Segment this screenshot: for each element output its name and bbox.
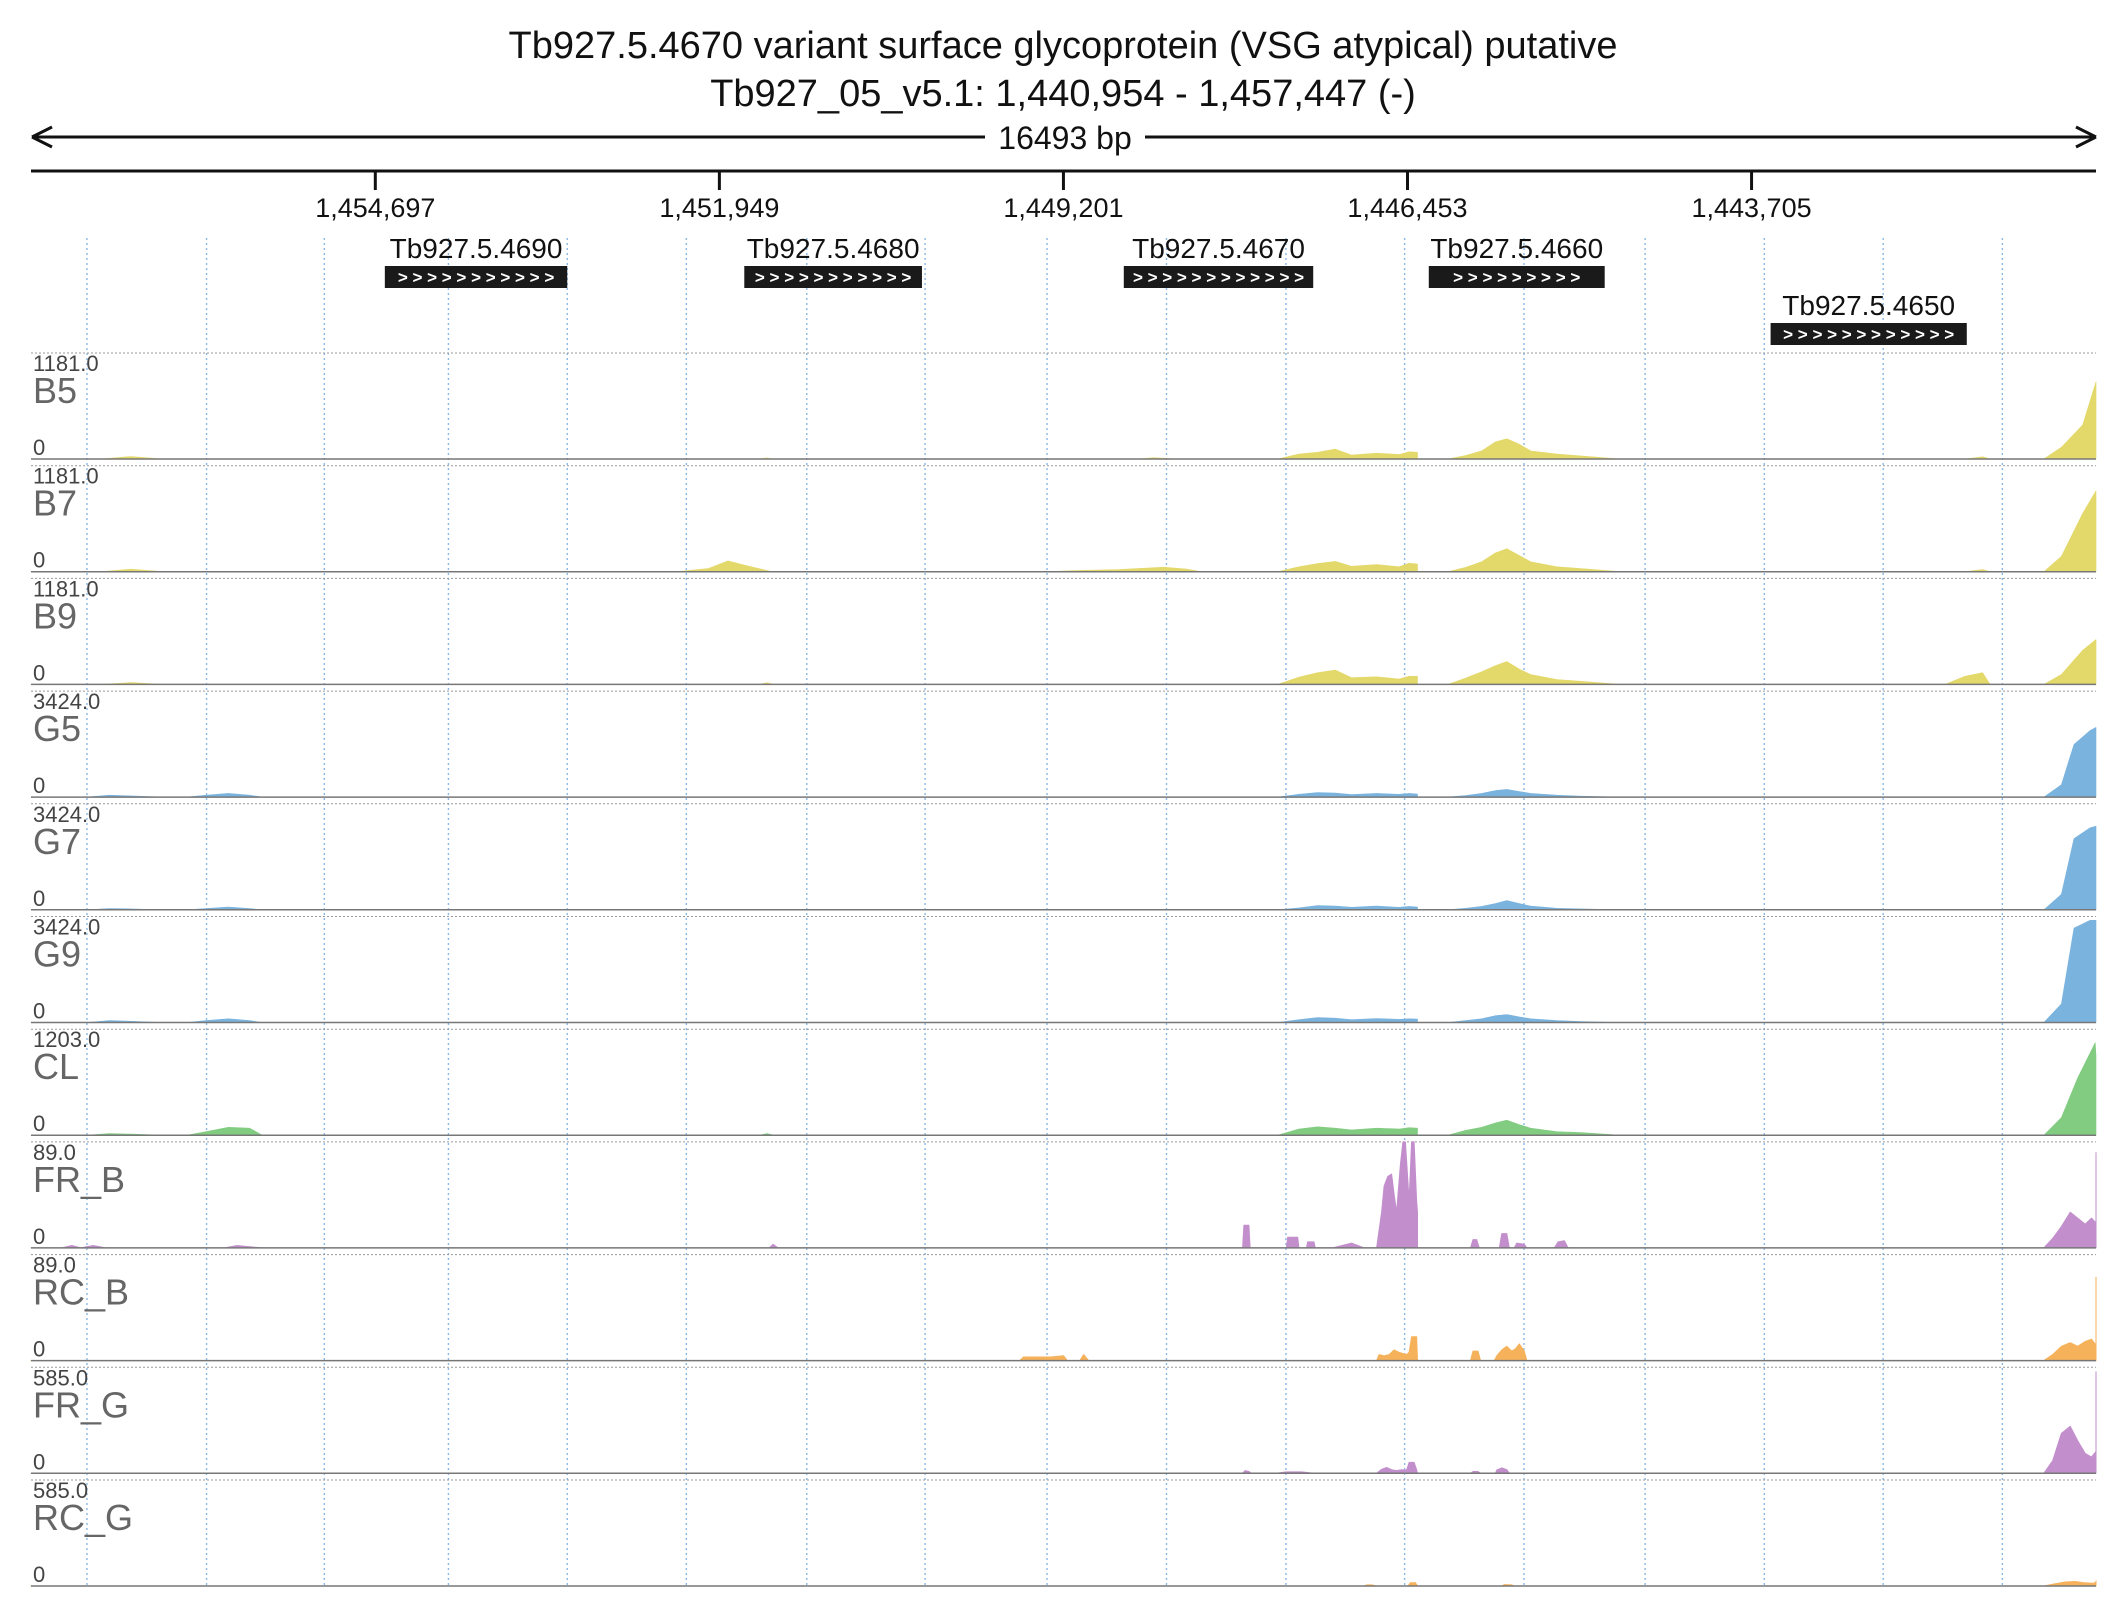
gene-body: [1428, 266, 1605, 288]
track-min-label: 0: [33, 548, 45, 573]
gene-label: Tb927.5.4680: [747, 233, 920, 264]
track-name-label: RC_B: [33, 1272, 129, 1313]
track-min-label: 0: [33, 1449, 45, 1474]
chart-title: Tb927.5.4670 variant surface glycoprotei…: [509, 25, 1618, 67]
track-max-label: 1181.0: [33, 576, 99, 601]
gene-strand-arrows: > > > > > > > > > > > >: [1133, 268, 1304, 287]
track-name-label: B5: [33, 370, 77, 411]
track-name-label: FR_G: [33, 1384, 129, 1425]
span-ruler: 16493 bp: [31, 120, 2097, 156]
track-b9: 1181.0B9 0: [30, 576, 2097, 685]
gene-Tb927-5-4690: Tb927.5.4690 > > > > > > > > > > >: [384, 233, 568, 288]
track-fr-g: 585.0FR_G 0: [30, 1365, 2097, 1474]
axis-tick-label: 1,446,453: [1347, 193, 1467, 223]
track-g7: 3424.0G7 0: [30, 802, 2097, 911]
track-name-label: CL: [33, 1046, 79, 1087]
track-g9: 3424.0G9 0: [30, 915, 2097, 1024]
gene-label: Tb927.5.4660: [1430, 233, 1603, 264]
track-coverage-area: [30, 920, 2097, 1023]
gene-strand-arrows: > > > > > > > > >: [1453, 268, 1580, 287]
span-arrow-left-icon: [31, 125, 53, 149]
gene-Tb927-5-4680: Tb927.5.4680 > > > > > > > > > > >: [744, 233, 922, 288]
track-cl: 1203.0CL 0: [30, 1027, 2097, 1136]
track-max-label: 585.0: [33, 1365, 88, 1390]
track-max-label: 1203.0: [33, 1027, 100, 1052]
gene-label: Tb927.5.4690: [390, 233, 563, 264]
track-max-label: 1181.0: [33, 464, 99, 489]
track-name-label: FR_B: [33, 1159, 125, 1200]
track-min-label: 0: [33, 1224, 45, 1249]
track-coverage-area: [30, 639, 2097, 685]
track-name-label: G7: [33, 821, 81, 862]
track-coverage-area: [30, 825, 2097, 911]
track-max-label: 89.0: [33, 1253, 76, 1278]
track-fr-b: 89.0FR_B 0: [30, 1140, 2097, 1249]
track-name-label: RC_G: [33, 1497, 133, 1538]
track-min-label: 0: [33, 435, 45, 460]
track-b7: 1181.0B7 0: [30, 464, 2097, 573]
track-max-label: 3424.0: [33, 915, 100, 940]
axis-tick-label: 1,451,949: [659, 193, 779, 223]
track-min-label: 0: [33, 773, 45, 798]
gene-body: [1123, 266, 1314, 288]
gene-label: Tb927.5.4670: [1132, 233, 1305, 264]
track-g5: 3424.0G5 0: [30, 689, 2097, 798]
track-coverage-area: [30, 727, 2097, 798]
axis-tick-label: 1,454,697: [315, 193, 435, 223]
track-name-label: G5: [33, 708, 81, 749]
track-name-label: B9: [33, 595, 77, 636]
gene-strand-arrows: > > > > > > > > > > >: [398, 268, 555, 287]
track-min-label: 0: [33, 1111, 45, 1136]
gene-Tb927-5-4650: Tb927.5.4650 > > > > > > > > > > > >: [1770, 290, 1967, 345]
axis-tick-label: 1,443,705: [1691, 193, 1811, 223]
track-name-label: B7: [33, 483, 77, 524]
track-min-label: 0: [33, 1562, 45, 1587]
gene-track: Tb927.5.4690> > > > > > > > > > >Tb927.5…: [384, 233, 1967, 345]
track-min-label: 0: [33, 999, 45, 1024]
track-max-label: 3424.0: [33, 802, 100, 827]
track-b5: 1181.0B5 0: [30, 351, 2097, 460]
gene-Tb927-5-4670: Tb927.5.4670 > > > > > > > > > > > >: [1123, 233, 1314, 288]
gene-body: [1770, 323, 1967, 345]
gene-body: [384, 266, 568, 288]
gene-label: Tb927.5.4650: [1782, 290, 1955, 321]
axis-ticks: 1,454,697 1,451,949 1,449,201 1,446,453 1,44…: [315, 171, 1812, 223]
coverage-tracks: 1181.0B501181.0B701181.0B903424.0G503424…: [30, 351, 2097, 1587]
gene-strand-arrows: > > > > > > > > > > > >: [1783, 325, 1954, 344]
gene-body: [744, 266, 922, 288]
track-min-label: 0: [33, 660, 45, 685]
span-arrow-right-icon: [2075, 125, 2097, 149]
track-min-label: 0: [33, 886, 45, 911]
gene-strand-arrows: > > > > > > > > > > >: [755, 268, 912, 287]
track-name-label: G9: [33, 934, 81, 975]
track-max-label: 585.0: [33, 1478, 88, 1503]
track-max-label: 89.0: [33, 1140, 76, 1165]
track-min-label: 0: [33, 1337, 45, 1362]
span-label: 16493 bp: [998, 120, 1131, 156]
track-rc-g: 585.0RC_G 0: [30, 1478, 2097, 1587]
gene-Tb927-5-4660: Tb927.5.4660 > > > > > > > > >: [1428, 233, 1605, 288]
track-rc-b: 89.0RC_B 0: [30, 1253, 2097, 1362]
track-coverage-area: [30, 1371, 2097, 1474]
track-max-label: 3424.0: [33, 689, 100, 714]
axis-tick-label: 1,449,201: [1003, 193, 1123, 223]
track-max-label: 1181.0: [33, 351, 99, 376]
chart-subtitle: Tb927_05_v5.1: 1,440,954 - 1,457,447 (-): [710, 73, 1416, 115]
